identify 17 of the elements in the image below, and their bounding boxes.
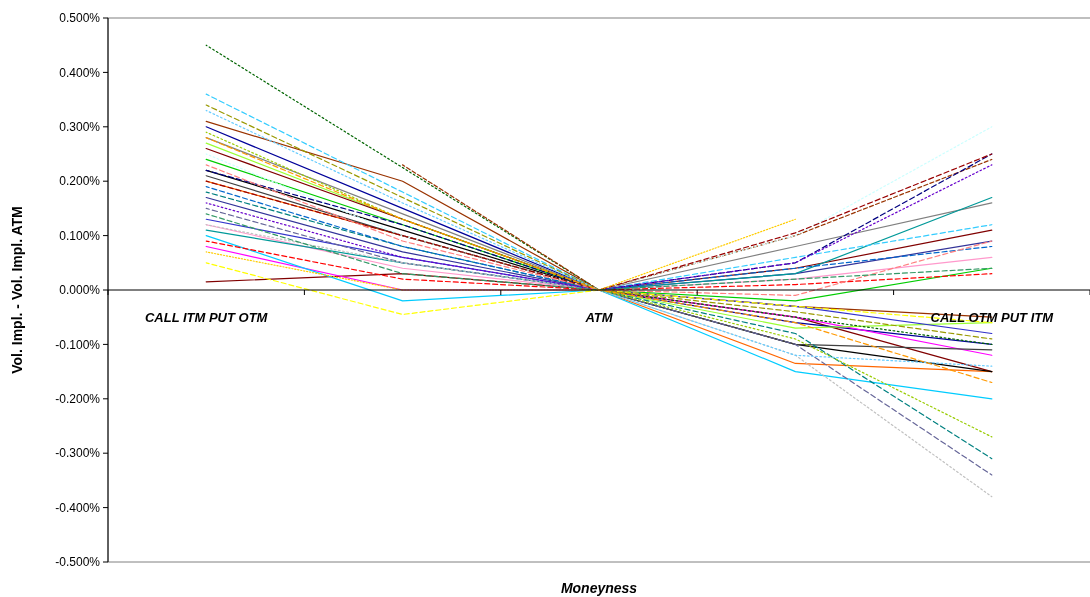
- y-tick-label: -0.500%: [55, 555, 101, 570]
- y-axis-title: Vol. Impl. - Vol. Impl. ATM: [9, 206, 25, 374]
- y-tick-label: -0.400%: [55, 500, 101, 515]
- y-tick-label: -0.200%: [55, 392, 101, 406]
- y-tick-label: 0.500%: [59, 11, 101, 26]
- y-tick-label: -0.300%: [55, 446, 101, 461]
- y-tick-label: 0.100%: [59, 228, 101, 243]
- x-tick-label: ATM: [584, 310, 614, 325]
- line-series: [205, 240, 993, 291]
- y-tick-label: 0.300%: [59, 120, 101, 134]
- y-tick-label: -0.100%: [55, 337, 101, 352]
- y-tick-label: 0.400%: [59, 65, 101, 80]
- line-series: [205, 93, 993, 291]
- x-tick-label: CALL ITM PUT OTM: [144, 310, 269, 325]
- y-tick-label: 0.000%: [59, 283, 101, 298]
- x-axis-title: Moneyness: [560, 580, 638, 596]
- y-tick-label: 0.200%: [59, 174, 101, 189]
